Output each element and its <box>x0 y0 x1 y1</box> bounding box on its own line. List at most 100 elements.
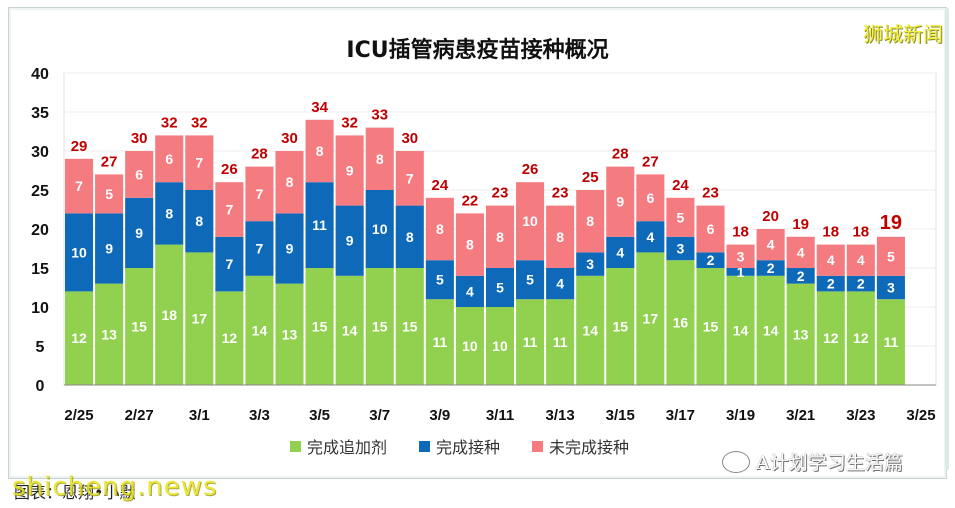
x-tick-label: 3/13 <box>546 407 575 424</box>
bar-segment-unvaccinated <box>726 244 755 268</box>
x-tick-label: 2/27 <box>125 407 154 424</box>
bar-segment-vaccinated <box>876 275 905 300</box>
legend-swatch-vaccinated <box>419 440 431 452</box>
total-value-label: 34 <box>311 99 328 116</box>
segment-value-label: 8 <box>556 229 564 245</box>
bar-segment-booster <box>275 283 304 385</box>
bar-segment-vaccinated <box>455 275 484 307</box>
total-value-label: 32 <box>191 114 208 131</box>
bar-segment-unvaccinated <box>395 151 424 206</box>
x-tick-label: 3/9 <box>429 407 450 424</box>
segment-value-label: 11 <box>553 334 568 350</box>
segment-value-label: 4 <box>767 237 775 253</box>
bar-segment-vaccinated <box>425 260 454 300</box>
segment-value-label: 8 <box>316 143 324 159</box>
total-value-label: 27 <box>101 153 118 170</box>
bar-segment-unvaccinated <box>245 166 274 222</box>
bar-segment-unvaccinated <box>305 119 334 183</box>
bar-segment-vaccinated <box>245 221 274 276</box>
segment-value-label: 12 <box>71 330 87 346</box>
bar-segment-vaccinated <box>846 275 875 292</box>
total-value-label: 30 <box>401 130 418 147</box>
segment-value-label: 5 <box>105 186 113 202</box>
segment-value-label: 4 <box>646 229 654 245</box>
segment-value-label: 3 <box>737 248 745 264</box>
bar-segment-booster <box>125 268 154 385</box>
bar-segment-booster <box>305 268 334 385</box>
total-value-label: 33 <box>371 107 388 124</box>
segment-value-label: 14 <box>733 322 749 338</box>
bar-segment-booster <box>636 252 665 385</box>
bar-segment-unvaccinated <box>65 158 94 214</box>
segment-value-label: 15 <box>402 319 418 335</box>
segment-value-label: 14 <box>342 322 358 338</box>
x-tick-label: 3/15 <box>606 407 635 424</box>
segment-value-label: 10 <box>462 338 478 354</box>
segment-value-label: 16 <box>673 315 689 331</box>
y-tick-label: 40 <box>31 66 49 83</box>
bar-segment-unvaccinated <box>816 244 845 276</box>
bar-segment-vaccinated <box>756 260 785 276</box>
bar-segment-vaccinated <box>305 182 334 268</box>
segment-value-label: 2 <box>707 252 715 268</box>
total-value-label: 29 <box>71 138 88 155</box>
y-tick-label: 25 <box>31 183 49 200</box>
bar-segment-booster <box>185 252 214 385</box>
bar-segment-unvaccinated <box>95 174 124 214</box>
bar-segment-booster <box>786 283 815 385</box>
bar-segment-unvaccinated <box>756 229 785 261</box>
bar-segment-vaccinated <box>666 236 695 261</box>
wechat-account-name: A计划学习生活篇 <box>756 452 903 474</box>
y-tick-label: 30 <box>31 144 49 161</box>
bar-segment-unvaccinated <box>365 127 394 190</box>
total-value-label: 30 <box>131 130 148 147</box>
segment-value-label: 7 <box>75 178 83 194</box>
bar-segment-booster <box>95 283 124 385</box>
wechat-watermark: A计划学习生活篇 <box>722 448 903 475</box>
segment-value-label: 14 <box>763 322 779 338</box>
segment-value-label: 9 <box>286 241 294 257</box>
bar-segment-vaccinated <box>606 236 635 268</box>
bar-segment-vaccinated <box>65 213 94 292</box>
total-value-label: 28 <box>251 146 268 163</box>
x-tick-label: 3/1 <box>189 407 210 424</box>
bar-segment-vaccinated <box>726 268 755 276</box>
segment-value-label: 6 <box>135 166 143 182</box>
segment-value-label: 15 <box>703 319 719 335</box>
segment-value-label: 15 <box>612 319 628 335</box>
segment-value-label: 10 <box>71 244 87 260</box>
segment-value-label: 7 <box>406 170 414 186</box>
bar-segment-booster <box>726 275 755 385</box>
x-tick-label: 3/7 <box>369 407 390 424</box>
segment-value-label: 8 <box>286 174 294 190</box>
bar-segment-booster <box>756 275 785 385</box>
segment-value-label: 10 <box>492 338 508 354</box>
legend-swatch-unvaccinated <box>532 440 544 452</box>
bar-segment-unvaccinated <box>636 174 665 222</box>
bar-segment-unvaccinated <box>696 205 725 253</box>
bar-segment-unvaccinated <box>185 135 214 190</box>
segment-value-label: 13 <box>282 326 298 342</box>
bar-segment-booster <box>485 307 515 385</box>
total-value-label: 18 <box>732 224 749 241</box>
site-watermark: shicheng.news <box>12 472 218 502</box>
bar-segment-booster <box>395 268 424 385</box>
bar-segment-vaccinated <box>365 190 394 268</box>
bar-segment-vaccinated <box>95 213 124 284</box>
bar-segment-vaccinated <box>696 252 725 268</box>
segment-value-label: 6 <box>707 221 715 237</box>
bar-segment-booster <box>365 268 394 385</box>
y-tick-label: 10 <box>31 300 49 317</box>
legend-item-vaccinated: 完成接种 <box>419 434 500 458</box>
bar-segment-unvaccinated <box>485 205 515 268</box>
x-tick-label: 3/23 <box>846 407 875 424</box>
legend-label-vaccinated: 完成接种 <box>436 438 501 457</box>
bar-segment-vaccinated <box>786 268 815 284</box>
bar-segment-unvaccinated <box>546 205 575 268</box>
segment-value-label: 12 <box>823 330 839 346</box>
segment-value-label: 5 <box>526 272 534 288</box>
total-value-label: 23 <box>552 185 569 202</box>
segment-value-label: 9 <box>105 241 113 257</box>
segment-value-label: 14 <box>582 322 598 338</box>
total-value-label: 32 <box>161 114 178 131</box>
